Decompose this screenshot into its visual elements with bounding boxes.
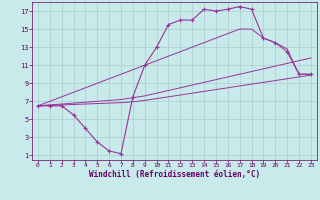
X-axis label: Windchill (Refroidissement éolien,°C): Windchill (Refroidissement éolien,°C) [89,170,260,179]
